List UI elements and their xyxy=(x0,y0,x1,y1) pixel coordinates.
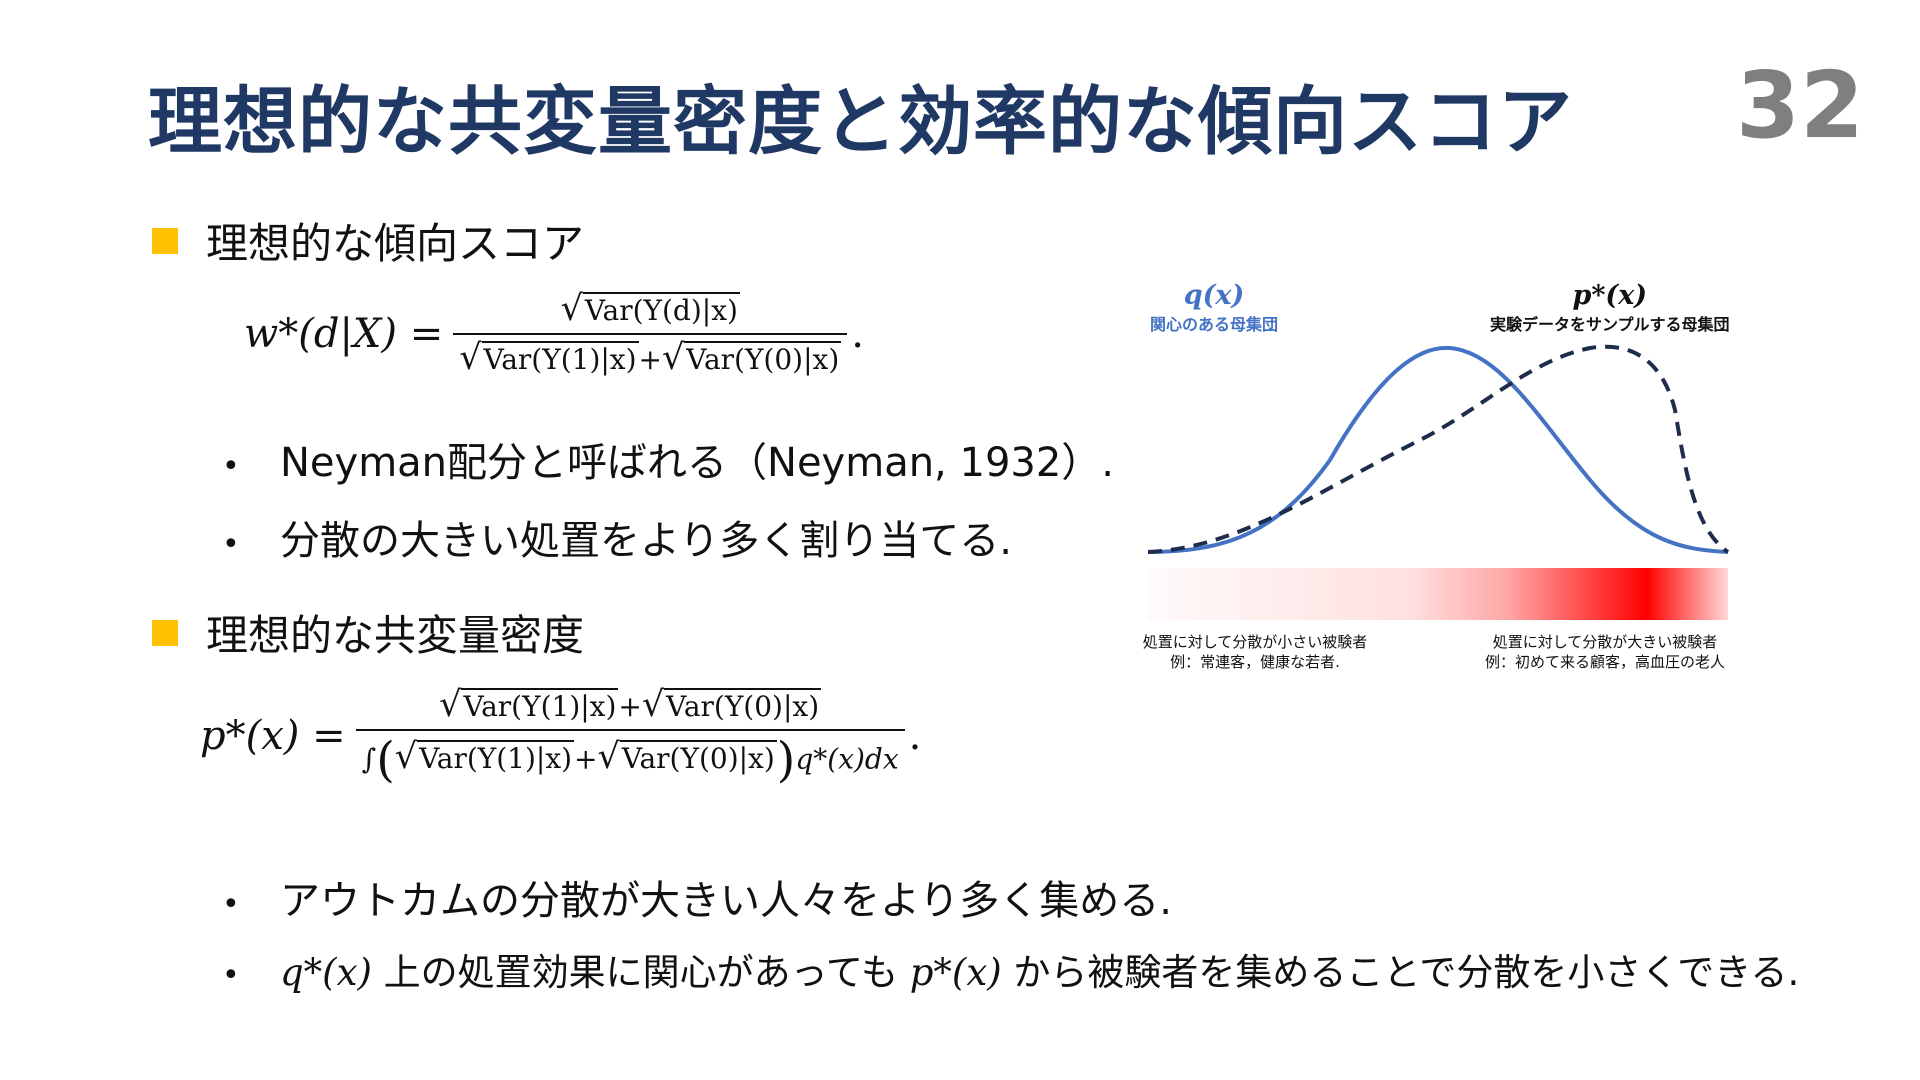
numerator-var-0: Var(Y(0)|x) xyxy=(664,688,822,723)
formula-lhs: p*(x) = xyxy=(200,713,346,760)
numerator-var-1: Var(Y(1)|x) xyxy=(461,688,619,723)
p-label-group: p*(x) 実験データをサンプルする母集団 xyxy=(1490,280,1730,335)
bullet-text-last: q*(x) 上の処置効果に関心があっても p*(x) から被験者を集めることで分… xyxy=(280,942,1799,996)
bullet-text: Neyman配分と呼ばれる（Neyman, 1932）. xyxy=(280,440,1115,486)
math-p: p*(x) xyxy=(909,951,1002,994)
plus-sign: + xyxy=(638,343,662,376)
q-label-group: q(x) 関心のある母集団 xyxy=(1150,280,1278,335)
bullet-text: 分散の大きい処置をより多く割り当てる. xyxy=(280,518,1012,564)
list-item: • Neyman配分と呼ばれる（Neyman, 1932）. xyxy=(222,430,1114,488)
slide-title: 理想的な共変量密度と効率的な傾向スコア xyxy=(148,79,1573,165)
numerator-var: Var(Y(d)|x) xyxy=(582,292,740,327)
plus-sign: + xyxy=(574,742,598,776)
q-label: q(x) xyxy=(1183,280,1245,311)
denominator-var-1: Var(Y(1)|x) xyxy=(481,341,639,376)
formula-lhs: w*(d|X) = xyxy=(244,311,444,357)
square-bullet-icon xyxy=(152,227,178,254)
page-number: 32 xyxy=(1735,52,1864,159)
square-bullet-icon xyxy=(152,619,178,646)
text-b: から被験者を集めることで分散を小さくできる. xyxy=(1001,951,1800,994)
caption-low-variance: 処置に対して分散が小さい被験者 例：常連客，健康な若者. xyxy=(1120,632,1390,673)
p-density-curve xyxy=(1147,344,1730,554)
bullet-text: アウトカムの分散が大きい人々をより多く集める. xyxy=(280,878,1172,924)
formula-covariate-density: p*(x) = √ Var(Y(1)|x) + √ Var(Y(0)|x) ∫(√ Var… xyxy=(200,688,921,785)
p-sublabel: 実験データをサンプルする母集団 xyxy=(1490,315,1730,334)
section-heading-ideal-propensity: 理想的な傾向スコア xyxy=(152,210,584,271)
formula-period: . xyxy=(851,311,864,357)
denominator-var-0: Var(Y(0)|x) xyxy=(684,341,842,376)
bullet-dot: • xyxy=(222,887,240,922)
formula-propensity-score: w*(d|X) = √ Var(Y(d)|x) √ Var(Y(1)|x) + √ Var… xyxy=(244,292,864,377)
list-item: • アウトカムの分散が大きい人々をより多く集める. xyxy=(222,868,1172,926)
caption-low-line2: 例：常連客，健康な若者. xyxy=(1170,653,1340,672)
integral-sign: ∫ xyxy=(361,742,377,776)
list-item: • 分散の大きい処置をより多く割り当てる. xyxy=(222,508,1012,566)
section-heading-text: 理想的な傾向スコア xyxy=(206,219,585,268)
variance-gradient-bar xyxy=(1148,568,1728,620)
caption-high-line2: 例：初めて来る顧客，高血圧の老人 xyxy=(1484,653,1725,672)
list-item: • q*(x) 上の処置効果に関心があっても p*(x) から被験者を集めること… xyxy=(222,942,1799,996)
math-q: q*(x) xyxy=(280,951,372,994)
section-heading-text: 理想的な共変量密度 xyxy=(206,611,585,660)
denominator-var-0: Var(Y(0)|x) xyxy=(619,740,777,776)
caption-low-line1: 処置に対して分散が小さい被験者 xyxy=(1142,633,1368,651)
caption-high-variance: 処置に対して分散が大きい被験者 例：初めて来る顧客，高血圧の老人 xyxy=(1470,632,1740,673)
q-sublabel: 関心のある母集団 xyxy=(1150,315,1279,334)
q-density-curve xyxy=(1147,345,1729,554)
density-plot xyxy=(1147,344,1730,620)
density-figure: q(x) 関心のある母集団 p*(x) 実験データをサンプルする母集団 処置に対… xyxy=(1120,270,1760,690)
bullet-dot: • xyxy=(222,449,240,484)
denominator-tail: q*(x)dx xyxy=(795,742,899,776)
formula-period: . xyxy=(908,713,922,760)
denominator-var-1: Var(Y(1)|x) xyxy=(417,740,575,776)
plus-sign: + xyxy=(618,690,642,723)
bullet-dot: • xyxy=(222,958,240,993)
text-a: 上の処置効果に関心があっても xyxy=(371,951,910,994)
p-label: p*(x) xyxy=(1572,280,1648,311)
fraction: √ Var(Y(d)|x) √ Var(Y(1)|x) + √ Var(Y(0)|x) xyxy=(453,292,848,376)
caption-high-line1: 処置に対して分散が大きい被験者 xyxy=(1492,633,1718,651)
fraction: √ Var(Y(1)|x) + √ Var(Y(0)|x) ∫(√ Var(Y(1)|x)… xyxy=(355,688,905,785)
section-heading-ideal-covariate-density: 理想的な共変量密度 xyxy=(152,602,584,663)
bullet-dot: • xyxy=(222,527,240,562)
